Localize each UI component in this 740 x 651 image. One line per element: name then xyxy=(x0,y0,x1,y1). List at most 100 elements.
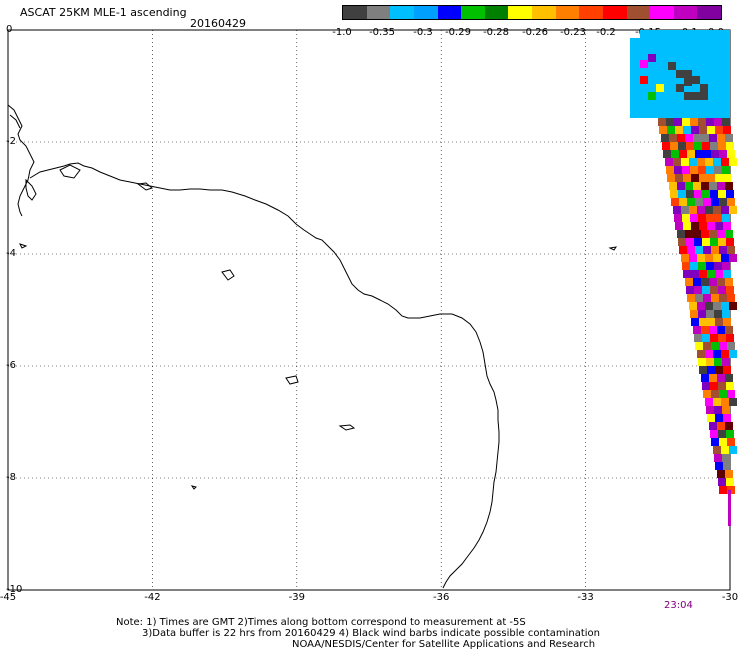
swath-cell xyxy=(694,142,702,150)
swath-cell xyxy=(702,142,710,150)
swath-cell xyxy=(713,158,721,166)
swath-cell xyxy=(703,342,711,350)
swath-cell xyxy=(648,54,656,62)
swath-cell xyxy=(727,438,735,446)
swath-cell xyxy=(723,270,731,278)
ascat-swath xyxy=(630,30,737,526)
swath-cell xyxy=(717,278,725,286)
swath-cell xyxy=(727,342,735,350)
swath-cell xyxy=(726,334,734,342)
swath-cell xyxy=(705,158,713,166)
swath-cell xyxy=(679,150,687,158)
swath-cell xyxy=(683,222,691,230)
swath-cell xyxy=(698,358,706,366)
swath-cell xyxy=(699,318,707,326)
swath-cell xyxy=(699,126,707,134)
swath-cell xyxy=(723,414,731,422)
swath-cell xyxy=(706,358,714,366)
swath-cell xyxy=(725,230,733,238)
y-tick-label: 0 xyxy=(6,24,13,35)
swath-cell xyxy=(698,166,706,174)
swath-cell xyxy=(711,390,719,398)
plot-title: ASCAT 25KM MLE-1 ascending xyxy=(20,6,187,19)
swath-cell xyxy=(722,358,730,366)
swath-cell xyxy=(710,190,718,198)
swath-cell xyxy=(700,92,708,100)
swath-cell xyxy=(729,302,737,310)
swath-cell xyxy=(710,430,718,438)
swath-cell xyxy=(719,342,727,350)
swath-cell xyxy=(725,134,733,142)
swath-cell xyxy=(692,76,700,84)
color-scale-label: -0.28 xyxy=(483,27,509,38)
swath-cell xyxy=(714,214,722,222)
swath-cell xyxy=(702,238,710,246)
swath-cell xyxy=(702,286,710,294)
color-scale-segment xyxy=(673,6,698,19)
swath-cell xyxy=(711,342,719,350)
swath-cell xyxy=(705,350,713,358)
swath-cell xyxy=(701,326,709,334)
swath-cell xyxy=(678,142,686,150)
swath-cell xyxy=(721,254,729,262)
swath-cell xyxy=(669,134,677,142)
swath-cell xyxy=(687,150,695,158)
swath-cell xyxy=(674,166,682,174)
swath-cell xyxy=(713,398,721,406)
swath-cell xyxy=(721,302,729,310)
swath-cell xyxy=(718,334,726,342)
swath-cell xyxy=(714,262,722,270)
swath-cell xyxy=(726,190,734,198)
swath-cell xyxy=(725,374,733,382)
swath-cell xyxy=(675,174,683,182)
swath-cell xyxy=(718,142,726,150)
swath-cell xyxy=(719,246,727,254)
swath-cell xyxy=(673,206,681,214)
swath-cell xyxy=(697,302,705,310)
swath-cell xyxy=(726,142,734,150)
swath-cell xyxy=(706,118,714,126)
swath-cell xyxy=(727,390,735,398)
swath-cell xyxy=(713,254,721,262)
swath-cell xyxy=(697,206,705,214)
color-scale-segment xyxy=(437,6,462,19)
swath-cell xyxy=(722,454,730,462)
swath-cell xyxy=(722,214,730,222)
swath-cell xyxy=(699,270,707,278)
swath-cell xyxy=(686,190,694,198)
swath-cell xyxy=(722,166,730,174)
color-scale-label: -0.3 xyxy=(413,27,433,38)
swath-cell xyxy=(707,366,715,374)
swath-cell xyxy=(694,190,702,198)
swath-cell xyxy=(697,350,705,358)
swath-cell xyxy=(707,222,715,230)
swath-cell xyxy=(677,182,685,190)
color-scale-segment xyxy=(626,6,651,19)
swath-cell xyxy=(676,84,684,92)
swath-cell xyxy=(675,222,683,230)
color-scale-segment xyxy=(343,6,367,19)
swath-cell xyxy=(691,270,699,278)
swath-cell xyxy=(703,198,711,206)
swath-cell xyxy=(719,438,727,446)
swath-cell xyxy=(725,470,733,478)
swath-cell xyxy=(719,198,727,206)
color-scale-label: -0.29 xyxy=(445,27,471,38)
swath-cell xyxy=(666,166,674,174)
swath-cell xyxy=(681,158,689,166)
swath-cell xyxy=(711,150,719,158)
swath-cell xyxy=(729,446,737,454)
swath-cell xyxy=(711,246,719,254)
swath-cell xyxy=(678,238,686,246)
swath-cell xyxy=(715,126,723,134)
swath-cell xyxy=(709,278,717,286)
swath-cell xyxy=(721,398,729,406)
swath-cell xyxy=(685,134,693,142)
map-frame xyxy=(7,29,731,591)
swath-cell xyxy=(674,214,682,222)
swath-cell xyxy=(706,262,714,270)
swath-cell xyxy=(687,246,695,254)
swath-cell xyxy=(706,310,714,318)
y-tick-label: -6 xyxy=(6,360,16,371)
swath-cell xyxy=(711,438,719,446)
